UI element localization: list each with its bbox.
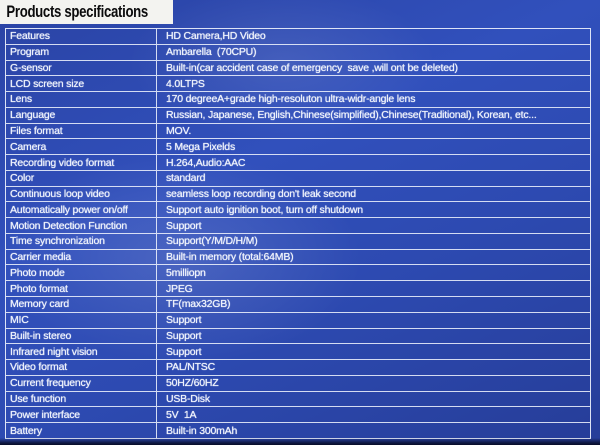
spec-label-cell: Camera (6, 139, 157, 155)
spec-label-cell: Time synchronization (6, 233, 157, 249)
table-row: MIC Support (6, 311, 590, 328)
table-row: Files format MOV. (6, 122, 590, 139)
spec-value-cell: 5milliopn (166, 266, 206, 279)
spec-label-cell: Power interface (6, 407, 157, 423)
table-row: Power interface 5V 1A (6, 406, 590, 423)
spec-value-cell: H.264,Audio:AAC (166, 156, 246, 169)
table-row: Recording video format H.264,Audio:AAC (6, 154, 590, 170)
spec-value-cell: JPEG (166, 282, 193, 295)
spec-label-cell: Photo format (6, 281, 157, 297)
table-row: Continuous loop video seamless loop recor… (6, 185, 590, 202)
spec-value-cell: 50HZ/60HZ (166, 377, 219, 390)
spec-label-cell: Memory card (6, 297, 157, 312)
table-row: LCD screen size 4.0LTPS (6, 75, 590, 92)
table-row: Use function USB-Disk (6, 390, 590, 407)
spec-value-cell: Support(Y/M/D/H/M) (166, 235, 258, 248)
spec-label-cell: Built-in stereo (6, 328, 157, 344)
spec-label-cell: G-sensor (6, 60, 157, 76)
spec-value-cell: Built-in 300mAh (166, 424, 238, 437)
spec-value-cell: 4.0LTPS (166, 77, 205, 90)
spec-label-cell: Photo mode (6, 265, 157, 281)
spec-value-cell: standard (166, 172, 206, 185)
spec-value-cell: 170 degreeA+grade high-resoluton ultra-w… (166, 93, 416, 106)
spec-value-cell: 5 Mega Pixelds (166, 140, 235, 153)
spec-label-cell: Lens (6, 92, 157, 107)
table-row: G-sensor Built-in(car accident case of em… (6, 59, 590, 76)
table-row: Photo mode 5milliopn (6, 264, 590, 281)
spec-value-cell: Built-in memory (total:64MB) (166, 251, 294, 264)
spec-value-cell: MOV. (166, 124, 192, 137)
title-strip: Products specifications (0, 0, 173, 24)
table-row: Automatically power on/off Support auto i… (6, 201, 590, 218)
table-row: Carrier media Built-in memory (total:64MB… (6, 248, 590, 265)
table-row: Motion Detection Function Support (6, 217, 590, 233)
spec-table: Features HD Camera,HD Video Program Ambarel… (5, 28, 591, 439)
spec-label-cell: Features (6, 29, 157, 44)
table-row: Video format PAL/NTSC (6, 359, 590, 375)
spec-label-cell: Automatically power on/off (6, 202, 157, 218)
spec-value-cell: PAL/NTSC (166, 361, 215, 374)
spec-value-cell: TF(max32GB) (166, 298, 231, 311)
table-row: Features HD Camera,HD Video (6, 29, 590, 44)
spec-label-cell: Carrier media (6, 249, 157, 265)
spec-label-cell: Continuous loop video (6, 186, 157, 202)
spec-label-cell: MIC (6, 312, 157, 328)
table-row: Infrared night vision Support (6, 343, 590, 360)
spec-label-cell: Battery (6, 423, 157, 438)
spec-value-cell: 5V 1A (166, 408, 197, 421)
table-row: Battery Built-in 300mAh (6, 422, 590, 438)
spec-value-cell: HD Camera,HD Video (166, 30, 266, 43)
table-row: Color standard (6, 169, 590, 186)
table-row: Language Russian, Japanese, English,Chine… (6, 106, 590, 123)
spec-label-cell: Recording video format (6, 155, 157, 170)
spec-value-cell: USB-Disk (166, 392, 210, 405)
spec-label-cell: Color (6, 170, 157, 186)
spec-value-cell: Support (166, 219, 202, 232)
table-row: Current frequency 50HZ/60HZ (6, 374, 590, 391)
spec-value-cell: Support (166, 345, 202, 358)
spec-label-cell: Files format (6, 123, 157, 139)
spec-label-cell: Use function (6, 391, 157, 407)
table-row: Memory card TF(max32GB) (6, 296, 590, 312)
spec-value-cell: Russian, Japanese, English,Chinese(simpl… (166, 109, 537, 122)
spec-value-cell: Support auto ignition boot, turn off shu… (166, 203, 363, 216)
spec-label-cell: Infrared night vision (6, 344, 157, 360)
spec-label-cell: Current frequency (6, 375, 157, 391)
spec-value-cell: seamless loop recording don't leak secon… (166, 188, 356, 201)
spec-label-cell: LCD screen size (6, 76, 157, 92)
table-row: Camera 5 Mega Pixelds (6, 138, 590, 155)
spec-value-cell: Ambarella (70CPU) (166, 46, 257, 59)
table-row: Lens 170 degreeA+grade high-resoluton ult… (6, 91, 590, 107)
spec-value-cell: Support (166, 329, 202, 342)
spec-label-cell: Program (6, 44, 157, 60)
spec-value-cell: Built-in(car accident case of emergency … (166, 61, 458, 74)
table-row: Time synchronization Support(Y/M/D/H/M) (6, 232, 590, 249)
spec-value-cell: Support (166, 314, 202, 327)
table-row: Built-in stereo Support (6, 327, 590, 344)
spec-label-cell: Motion Detection Function (6, 218, 157, 233)
spec-label-cell: Language (6, 107, 157, 123)
card-bottom-edge (0, 438, 600, 445)
spec-label-cell: Video format (6, 360, 157, 375)
table-row: Program Ambarella (70CPU) (6, 43, 590, 60)
table-row: Photo format JPEG (6, 280, 590, 297)
page-title: Products specifications (6, 2, 148, 21)
